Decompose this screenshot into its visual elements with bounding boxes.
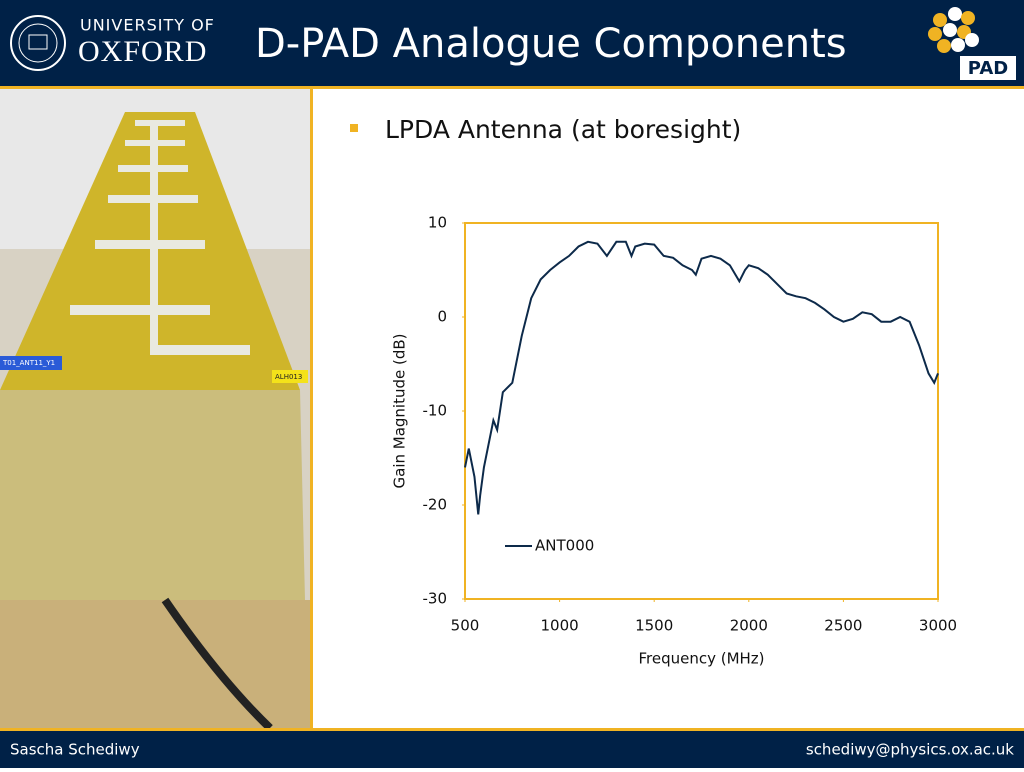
divider	[310, 89, 313, 728]
oxford-text: OXFORD	[78, 35, 207, 68]
y-axis-label: Gain Magnitude (dB)	[391, 333, 409, 488]
x-tick-label: 2000	[730, 617, 768, 635]
bullet-marker	[350, 124, 358, 132]
footer-rule	[0, 728, 1024, 731]
photo-label: ALH013	[275, 373, 302, 381]
x-tick-label: 2500	[824, 617, 862, 635]
oxford-book	[28, 34, 48, 50]
data-line	[464, 240, 939, 515]
header-bar	[0, 0, 1024, 86]
footer-author: Sascha Schediwy	[10, 741, 140, 759]
y-tick-label: -10	[423, 402, 448, 420]
y-tick-label: -30	[423, 590, 448, 608]
bullet-text: LPDA Antenna (at boresight)	[385, 115, 741, 144]
oxford-crest	[10, 15, 66, 71]
footer-bar	[0, 731, 1024, 768]
university-text: UNIVERSITY OF	[80, 16, 215, 35]
x-tick-label: 3000	[919, 617, 957, 635]
pad-logo-text: PAD	[968, 58, 1008, 79]
antenna-photo: T01_ANT11_Y1 ALH013	[0, 89, 310, 731]
y-tick-label: -20	[423, 496, 448, 514]
photo-label: T01_ANT11_Y1	[2, 359, 55, 367]
legend-label: ANT000	[535, 537, 594, 555]
x-tick-label: 1000	[541, 617, 579, 635]
y-tick-label: 0	[437, 308, 447, 326]
pad-logo: PAD	[928, 7, 1016, 80]
header-rule	[0, 86, 1024, 89]
x-tick-label: 1500	[635, 617, 673, 635]
oxford-crest-inner	[18, 23, 58, 63]
x-axis-label: Frequency (MHz)	[638, 650, 764, 668]
slide-title: D-PAD Analogue Components	[255, 21, 847, 67]
y-tick-label: 10	[428, 214, 447, 232]
x-tick-label: 500	[451, 617, 480, 635]
footer-email: schediwy@physics.ox.ac.uk	[806, 741, 1014, 759]
